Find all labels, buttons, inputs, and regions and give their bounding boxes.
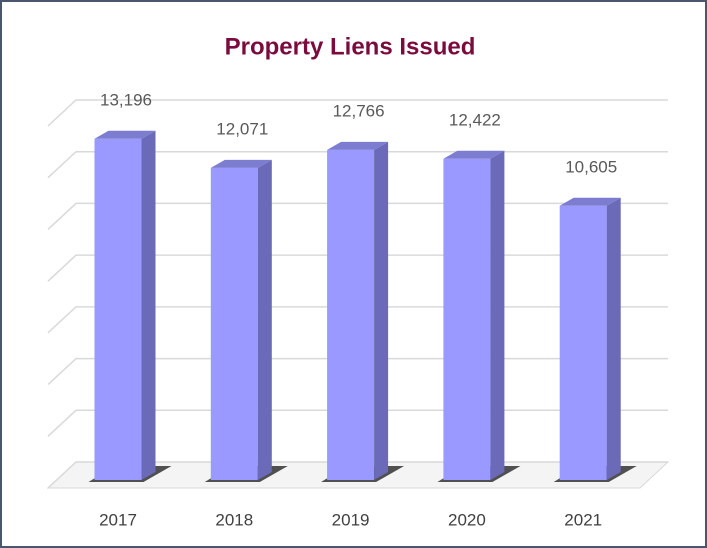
data-label: 10,605 (565, 157, 617, 176)
bar-side (490, 150, 505, 481)
x-tick-label: 2019 (332, 510, 370, 529)
data-label: 12,071 (216, 119, 268, 138)
bar (210, 167, 258, 481)
bar-side (374, 141, 389, 480)
x-tick-label: 2017 (99, 510, 137, 529)
x-tick-label: 2021 (564, 510, 602, 529)
x-tick-label: 2020 (448, 510, 486, 529)
bar (327, 149, 375, 480)
x-tick-label: 2018 (215, 510, 253, 529)
bar-side (257, 159, 272, 481)
bar (559, 205, 607, 480)
data-label: 12,422 (449, 110, 501, 129)
bar-side (141, 130, 156, 481)
bar-top (559, 197, 621, 206)
data-label: 13,196 (100, 90, 152, 109)
bar-top (443, 150, 505, 159)
bar (443, 158, 491, 481)
bar-top (210, 159, 272, 168)
data-label: 12,766 (333, 101, 385, 120)
grid-line (47, 99, 668, 127)
bar-top (94, 130, 156, 139)
bar (94, 138, 142, 481)
chart-title: Property Liens Issued (225, 33, 476, 60)
bar-top (327, 141, 389, 150)
bar-side (606, 197, 621, 480)
